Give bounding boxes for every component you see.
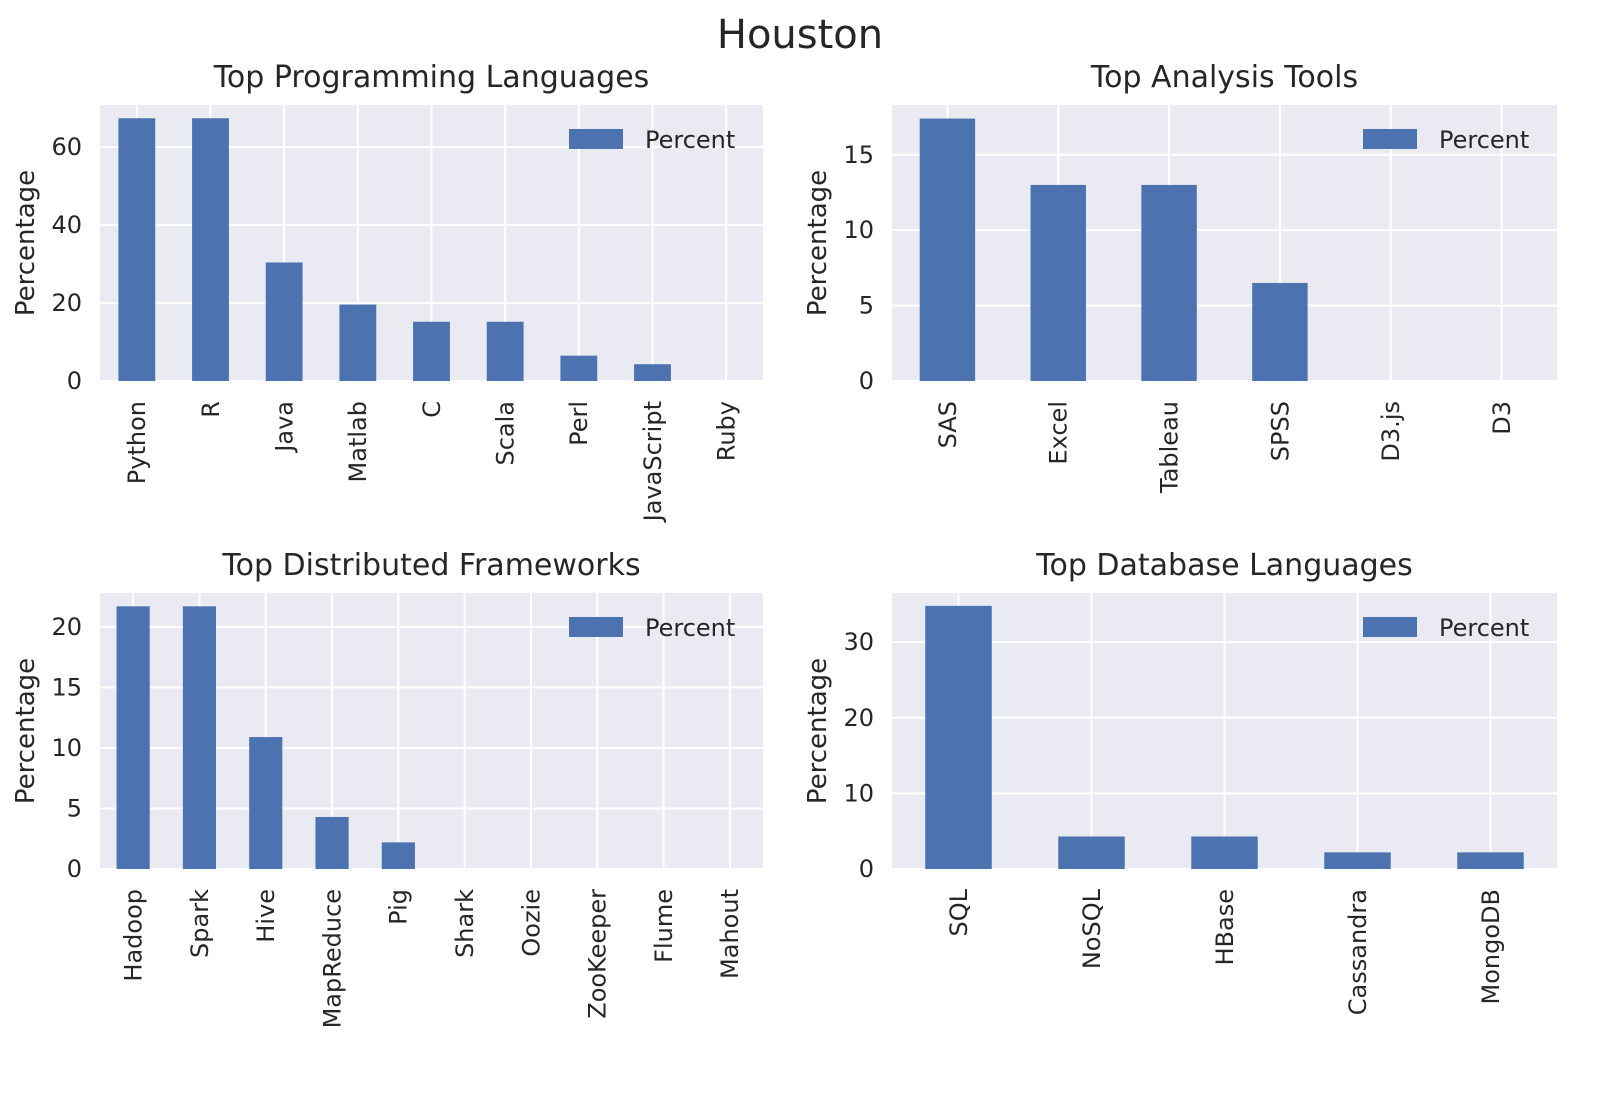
y-tick-label: 30 — [843, 628, 874, 656]
x-tick-label: Mahout — [716, 889, 744, 979]
figure-title: Houston — [716, 12, 884, 58]
y-tick-label: 0 — [67, 855, 82, 883]
bar-matlab — [339, 304, 377, 381]
bar-python — [118, 118, 156, 381]
legend-swatch — [569, 617, 623, 637]
bar-c — [413, 321, 450, 381]
x-tick-label: Shark — [451, 889, 479, 958]
subplot-title: Top Distributed Frameworks — [221, 548, 640, 583]
x-tick-label: Matlab — [344, 401, 372, 482]
x-tick-label: NoSQL — [1078, 888, 1106, 969]
bar-java — [265, 262, 303, 381]
bar-excel — [1030, 184, 1086, 381]
bar-spss — [1252, 282, 1308, 381]
y-tick-label: 20 — [843, 704, 874, 732]
legend-label: Percent — [645, 614, 735, 642]
subplot-title: Top Programming Languages — [213, 60, 650, 95]
bar-perl — [560, 355, 598, 381]
x-tick-label: HBase — [1211, 889, 1239, 966]
x-tick-label: Excel — [1045, 401, 1073, 465]
x-tick-label: Ruby — [713, 401, 741, 461]
legend-label: Percent — [645, 126, 735, 154]
bar-scala — [486, 321, 524, 381]
legend-swatch — [1363, 617, 1417, 637]
y-axis-label: Percentage — [11, 658, 41, 804]
y-tick-label: 15 — [51, 673, 82, 701]
x-tick-label: MapReduce — [318, 889, 346, 1028]
legend: Percent — [1363, 126, 1529, 154]
bar-sas — [919, 118, 976, 382]
x-tick-label: Hive — [252, 889, 280, 943]
bar-mapreduce — [315, 816, 349, 869]
y-axis-label: Percentage — [803, 658, 833, 804]
panel-analysis-tools: 0 5 10 15 SAS Excel Tableau SPSS D3.js D3 Percenta… — [803, 60, 1557, 494]
bar-sql — [925, 605, 992, 869]
x-tick-label: R — [197, 401, 225, 418]
subplot-title: Top Analysis Tools — [1090, 60, 1358, 95]
x-tick-label: Flume — [650, 889, 678, 963]
y-tick-label: 0 — [859, 855, 874, 883]
y-tick-label: 0 — [859, 367, 874, 395]
x-tick-label: D3.js — [1377, 401, 1405, 462]
legend-swatch — [569, 129, 623, 149]
legend-label: Percent — [1439, 126, 1529, 154]
x-tick-label: Hadoop — [120, 889, 148, 982]
bar-r — [192, 118, 229, 381]
legend-label: Percent — [1439, 614, 1529, 642]
x-tick-label: Tableau — [1155, 401, 1183, 494]
x-tick-label: SAS — [934, 401, 962, 448]
x-tick-label: JavaScript — [639, 401, 667, 523]
bar-javascript — [634, 364, 671, 381]
bar-hive — [249, 737, 283, 869]
legend: Percent — [569, 614, 735, 642]
panel-distributed-frameworks: 0 5 10 15 20 Hadoop Spark Hive MapReduce Pig Shark… — [11, 548, 763, 1028]
bar-mongodb — [1457, 852, 1524, 869]
y-tick-label: 20 — [51, 289, 82, 317]
x-tick-label: Pig — [385, 889, 413, 925]
bar-pig — [381, 842, 415, 869]
x-tick-label: Cassandra — [1344, 889, 1372, 1015]
x-tick-label: MongoDB — [1477, 889, 1505, 1004]
x-tick-label: Python — [123, 401, 151, 484]
bar-tableau — [1141, 184, 1197, 381]
y-axis-label: Percentage — [11, 170, 41, 316]
x-tick-label: Java — [271, 401, 299, 454]
x-tick-label: SQL — [945, 888, 973, 936]
x-tick-label: Oozie — [517, 889, 545, 957]
y-tick-label: 5 — [67, 794, 82, 822]
y-axis-label: Percentage — [803, 170, 833, 316]
legend: Percent — [569, 126, 735, 154]
bar-hbase — [1191, 836, 1258, 869]
bar-nosql — [1058, 836, 1125, 869]
legend: Percent — [1363, 614, 1529, 642]
legend-swatch — [1363, 129, 1417, 149]
y-tick-label: 20 — [51, 613, 82, 641]
x-tick-label: Spark — [186, 889, 214, 958]
x-tick-label: Scala — [492, 401, 520, 466]
panel-programming-languages: 0 20 40 60 Python R Java Matlab C Scala Perl JavaSc… — [11, 60, 763, 523]
panel-database-languages: 0 10 20 30 SQL NoSQL HBase Cassandra MongoDB Perc… — [803, 548, 1557, 1015]
bar-spark — [182, 606, 217, 869]
x-tick-label: ZooKeeper — [584, 889, 612, 1019]
x-tick-label: D3 — [1488, 401, 1516, 435]
y-tick-label: 10 — [51, 734, 82, 762]
y-tick-label: 60 — [51, 133, 82, 161]
axes-background — [892, 105, 1557, 381]
x-tick-label: C — [418, 401, 446, 418]
subplot-title: Top Database Languages — [1035, 548, 1413, 583]
y-tick-label: 10 — [843, 779, 874, 807]
y-tick-label: 5 — [859, 292, 874, 320]
x-tick-label: SPSS — [1266, 401, 1294, 461]
bar-hadoop — [116, 606, 150, 869]
y-tick-label: 10 — [843, 216, 874, 244]
y-tick-label: 0 — [67, 367, 82, 395]
bar-cassandra — [1324, 852, 1391, 869]
x-tick-label: Perl — [565, 401, 593, 446]
y-tick-label: 40 — [51, 211, 82, 239]
y-tick-label: 15 — [843, 141, 874, 169]
